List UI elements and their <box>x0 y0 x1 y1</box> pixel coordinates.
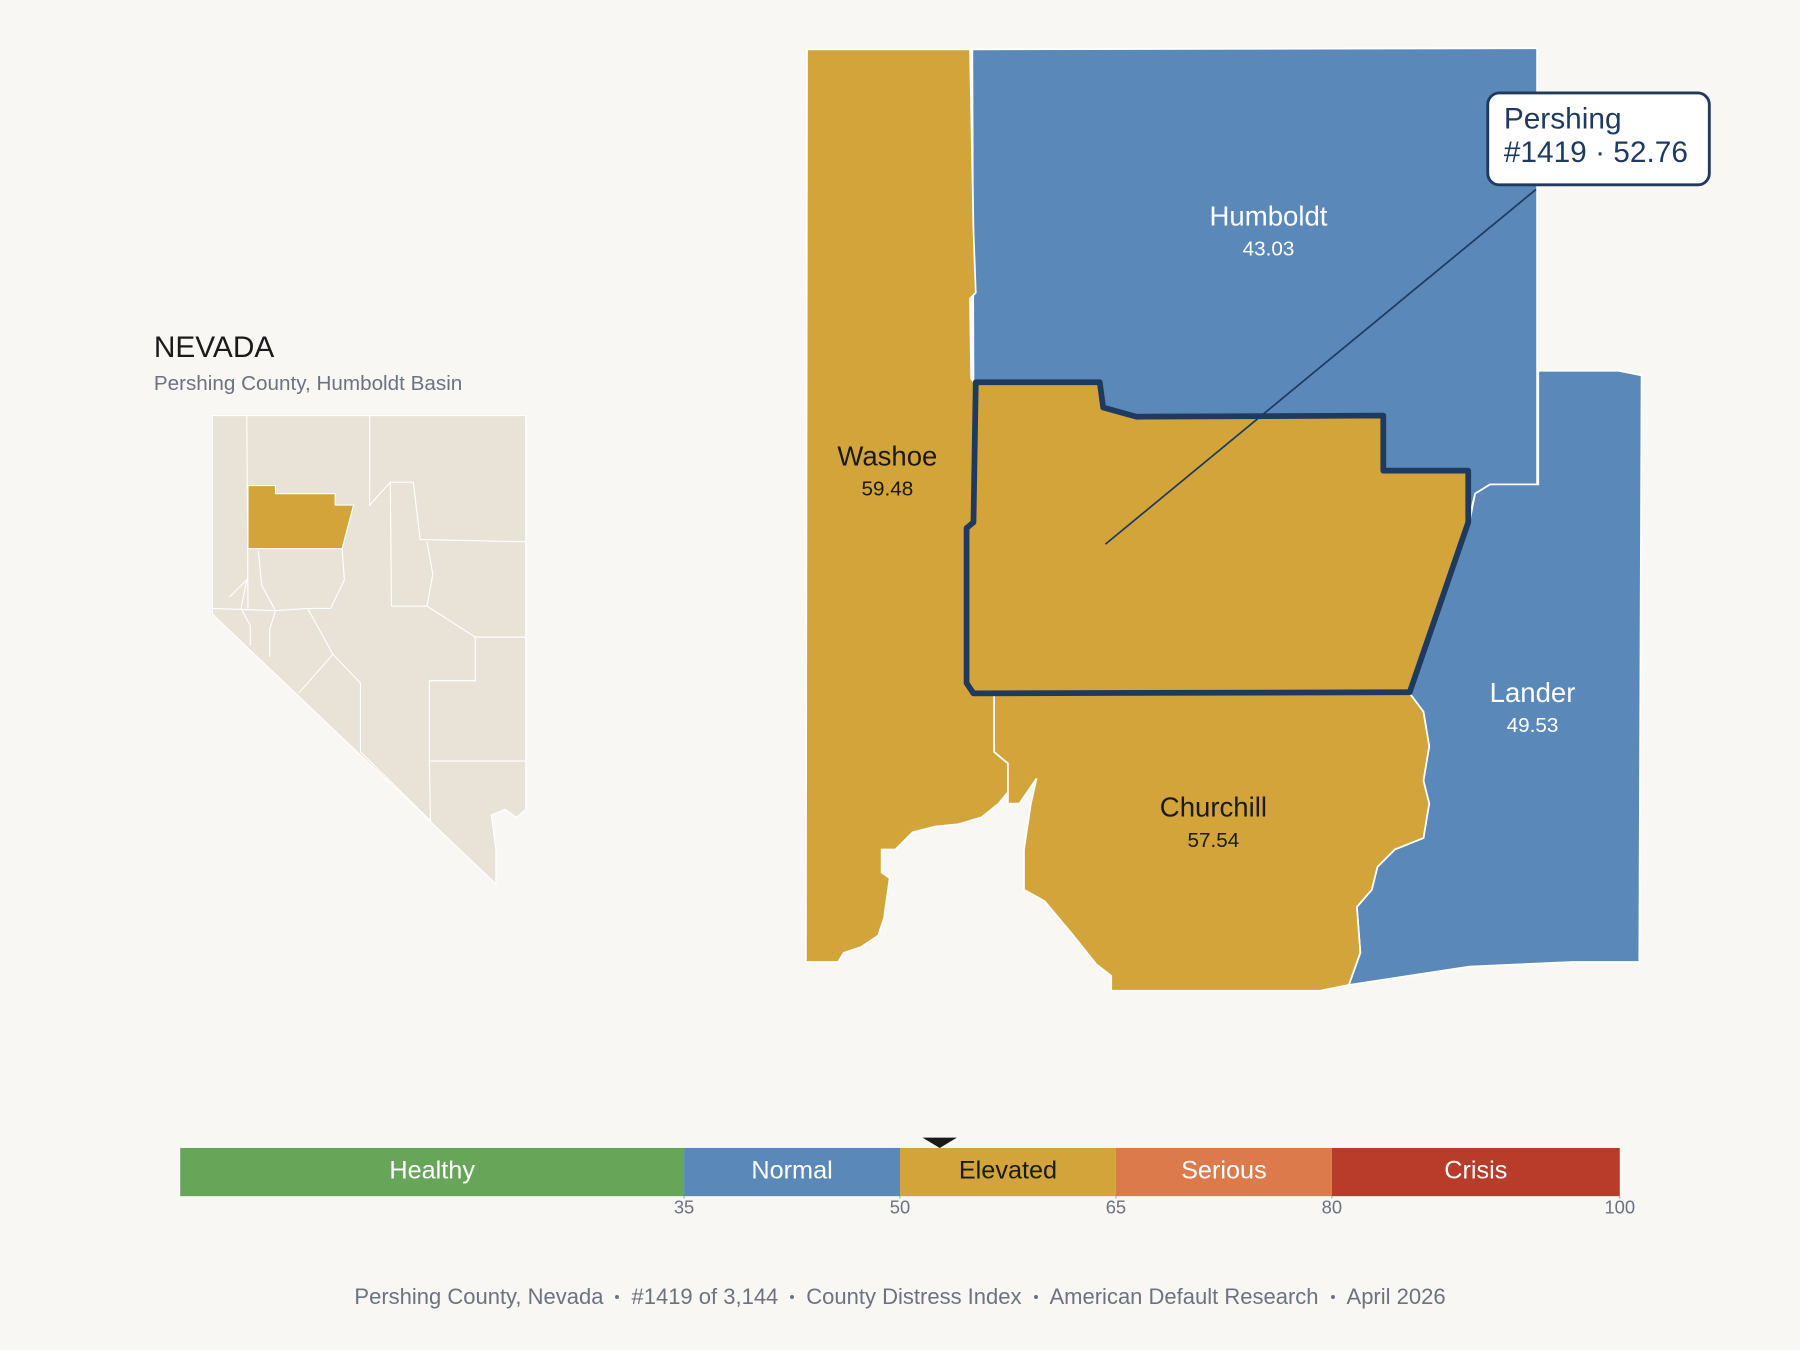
leader-line <box>1104 188 1537 545</box>
county-value: 59.48 <box>862 478 914 501</box>
callout-value: 52.76 <box>1613 136 1688 169</box>
band-label: Normal <box>751 1157 832 1185</box>
tick-label: 50 <box>890 1197 910 1218</box>
inset-pershing <box>247 485 355 550</box>
band-label: Crisis <box>1444 1157 1507 1185</box>
footer-item: American Default Research <box>1049 1284 1319 1309</box>
separator <box>615 1295 620 1299</box>
band-label: Healthy <box>389 1157 475 1185</box>
separator <box>1330 1295 1335 1299</box>
county[interactable] <box>805 48 1009 963</box>
band-label: Serious <box>1181 1157 1267 1185</box>
state-subtitle: Pershing County, Humboldt Basin <box>154 372 462 395</box>
county-value: 43.03 <box>1243 238 1295 261</box>
separator <box>790 1295 795 1299</box>
callout-line: #1419 · 52.76 <box>1504 136 1688 169</box>
scale-band <box>1115 1147 1332 1197</box>
callout-box <box>1486 91 1711 187</box>
county-name: Churchill <box>1160 792 1267 823</box>
scale-band <box>684 1147 900 1197</box>
footer: Pershing County, Nevada #1419 of 3,144 Cou… <box>0 1284 1800 1310</box>
footer-item: April 2026 <box>1346 1284 1446 1309</box>
scale-marker <box>922 1137 957 1148</box>
callout-rank: #1419 <box>1504 136 1587 169</box>
county-name: Humboldt <box>1210 200 1328 231</box>
callout-separator: · <box>1595 136 1605 169</box>
tick-label: 35 <box>674 1197 694 1218</box>
county-value: 57.54 <box>1188 829 1240 852</box>
scale: Healthy Normal Elevated Serious Crisis 35 50 65… <box>180 1137 1635 1218</box>
county[interactable] <box>993 692 1431 992</box>
tick-label: 80 <box>1322 1197 1342 1218</box>
footer-item: #1419 of 3,144 <box>631 1284 779 1309</box>
callout-name: Pershing <box>1504 102 1622 135</box>
inset <box>211 414 527 886</box>
county-name: Lander <box>1490 677 1576 708</box>
county-name: Washoe <box>837 440 937 471</box>
band-label: Elevated <box>959 1157 1057 1185</box>
county-value: 49.53 <box>1507 714 1559 737</box>
scale-band <box>900 1147 1116 1197</box>
counties: Humboldt 43.03 Washoe 59.48 Lander 49.53 Churc… <box>805 47 1643 992</box>
state-title: NEVADA <box>154 331 275 364</box>
scale-band <box>1331 1147 1620 1197</box>
separator <box>1033 1295 1038 1299</box>
inset-borders <box>212 415 526 822</box>
footer-item: County Distress Index <box>806 1284 1022 1309</box>
scale-band <box>180 1147 685 1197</box>
pershing-county[interactable] <box>963 379 1472 697</box>
tick-label: 65 <box>1106 1197 1126 1218</box>
tick-label: 100 <box>1604 1197 1635 1218</box>
footer-item: Pershing County, Nevada <box>354 1284 604 1309</box>
